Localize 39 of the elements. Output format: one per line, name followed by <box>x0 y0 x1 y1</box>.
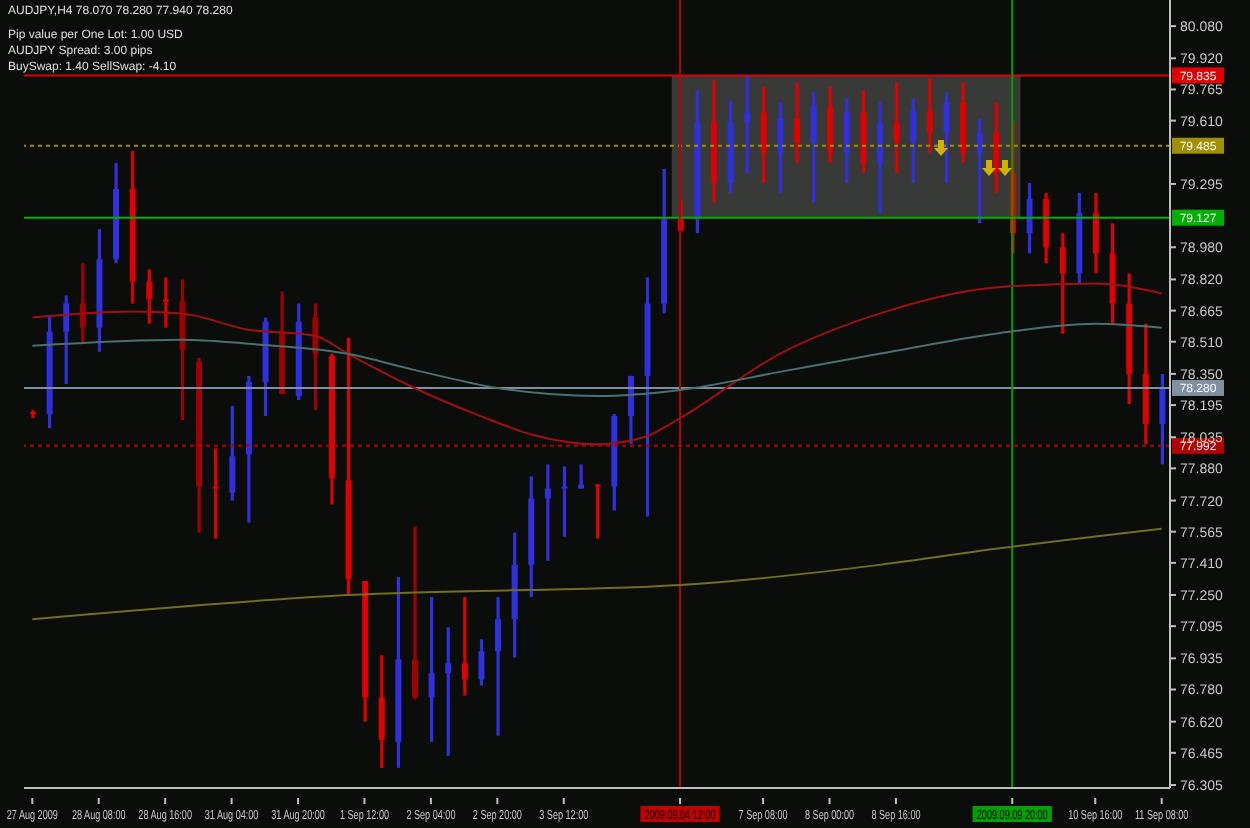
candlestick <box>1159 372 1166 466</box>
line-series <box>31 322 1163 398</box>
line-series <box>31 282 1163 446</box>
candlestick <box>461 595 468 698</box>
candlestick <box>943 90 950 185</box>
candlestick <box>412 525 418 702</box>
candlestick <box>810 90 817 205</box>
candlestick <box>877 100 884 215</box>
candlestick <box>495 595 502 738</box>
candlestick <box>594 482 601 541</box>
candlestick <box>893 80 900 175</box>
candlestick <box>478 637 485 688</box>
candlestick <box>910 96 917 185</box>
candlestick <box>378 653 385 770</box>
candlestick <box>794 80 800 165</box>
candlestick <box>744 74 751 175</box>
candlestick <box>229 404 236 503</box>
candlestick <box>827 84 834 165</box>
candlestick <box>79 261 86 346</box>
candlestick <box>777 100 784 195</box>
candlestick <box>212 446 219 541</box>
candlestick <box>146 267 153 326</box>
candlestick <box>561 464 568 539</box>
candlestick <box>445 625 452 758</box>
line-series <box>31 527 1163 621</box>
candlestick <box>428 595 435 744</box>
candlestick <box>30 408 36 420</box>
candlestick <box>627 374 634 446</box>
candlestick <box>63 293 70 386</box>
candlestick <box>578 462 585 491</box>
candlestick <box>1059 231 1066 336</box>
candlestick <box>1026 181 1033 255</box>
candlestick <box>993 100 1000 195</box>
candlestick <box>976 117 983 225</box>
candlestick <box>1092 191 1099 275</box>
candlestick <box>843 96 850 185</box>
candlestick <box>544 462 551 563</box>
candlestick <box>162 275 169 330</box>
candlestick <box>760 84 767 185</box>
